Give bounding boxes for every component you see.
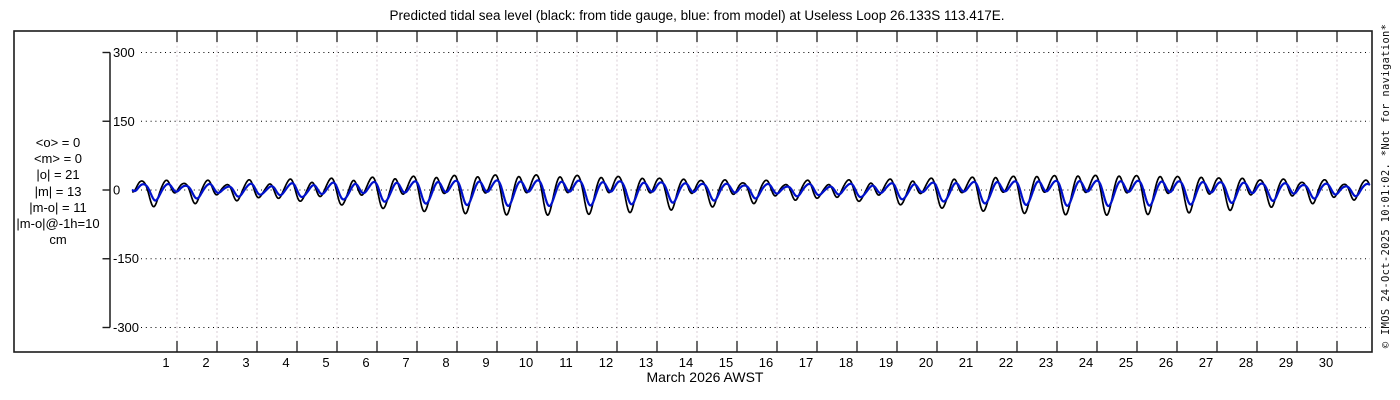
- x-tick-label: 7: [402, 355, 409, 370]
- x-tick-label: 8: [442, 355, 449, 370]
- x-tick-label: 23: [1039, 355, 1053, 370]
- x-tick-label: 3: [242, 355, 249, 370]
- x-tick-label: 10: [519, 355, 533, 370]
- stats-panel: <o> = 0 <m> = 0 |o| = 21 |m| = 13 |m-o| = 11…: [2, 135, 114, 248]
- x-tick-label: 9: [482, 355, 489, 370]
- y-tick-label: -300: [113, 320, 139, 335]
- x-tick-label: 21: [959, 355, 973, 370]
- x-tick-label: 24: [1079, 355, 1093, 370]
- y-tick-label: 0: [113, 183, 120, 198]
- x-axis-label: March 2026 AWST: [646, 369, 764, 385]
- stat-line: |m| = 13: [34, 183, 82, 199]
- x-tick-label: 25: [1119, 355, 1133, 370]
- x-tick-label: 16: [759, 355, 773, 370]
- stat-line: |m-o|@-1h=10: [16, 216, 100, 232]
- x-tick-label: 29: [1279, 355, 1293, 370]
- y-tick-label: -150: [113, 251, 139, 266]
- x-tick-label: 11: [559, 355, 573, 370]
- x-tick-label: 12: [599, 355, 613, 370]
- x-tick-label: 4: [282, 355, 289, 370]
- x-tick-label: 30: [1319, 355, 1333, 370]
- gauge-series-line: [131, 174, 1371, 216]
- x-tick-label: 27: [1199, 355, 1213, 370]
- plot-frame: [13, 30, 1373, 353]
- stat-line: <m> = 0: [33, 151, 83, 167]
- x-tick-label: 15: [719, 355, 733, 370]
- x-tick-label: 2: [202, 355, 209, 370]
- model-series-line: [131, 179, 1371, 208]
- x-tick-label: 28: [1239, 355, 1253, 370]
- x-tick-label: 14: [679, 355, 693, 370]
- x-tick-label: 22: [999, 355, 1013, 370]
- x-tick-label: 26: [1159, 355, 1173, 370]
- stat-line: cm: [49, 232, 67, 248]
- x-tick-label: 20: [919, 355, 933, 370]
- stat-line: <o> = 0: [35, 135, 81, 150]
- x-tick-label: 17: [799, 355, 813, 370]
- x-tick-label: 13: [639, 355, 653, 370]
- stat-line: |m-o| = 11: [29, 199, 87, 215]
- x-tick-label: 5: [322, 355, 329, 370]
- x-tick-label: 18: [839, 355, 853, 370]
- x-tick-label: 6: [362, 355, 369, 370]
- x-tick-label: 19: [879, 355, 893, 370]
- y-tick-label: 150: [113, 114, 135, 129]
- stat-line: |o| = 21: [36, 167, 80, 183]
- copyright-watermark: © IMOS 24-Oct-2025 10:01:02. *Not for na…: [1380, 23, 1392, 349]
- y-tick-label: 300: [113, 45, 135, 60]
- page-title: Predicted tidal sea level (black: from t…: [389, 8, 1005, 23]
- x-tick-label: 1: [162, 355, 169, 370]
